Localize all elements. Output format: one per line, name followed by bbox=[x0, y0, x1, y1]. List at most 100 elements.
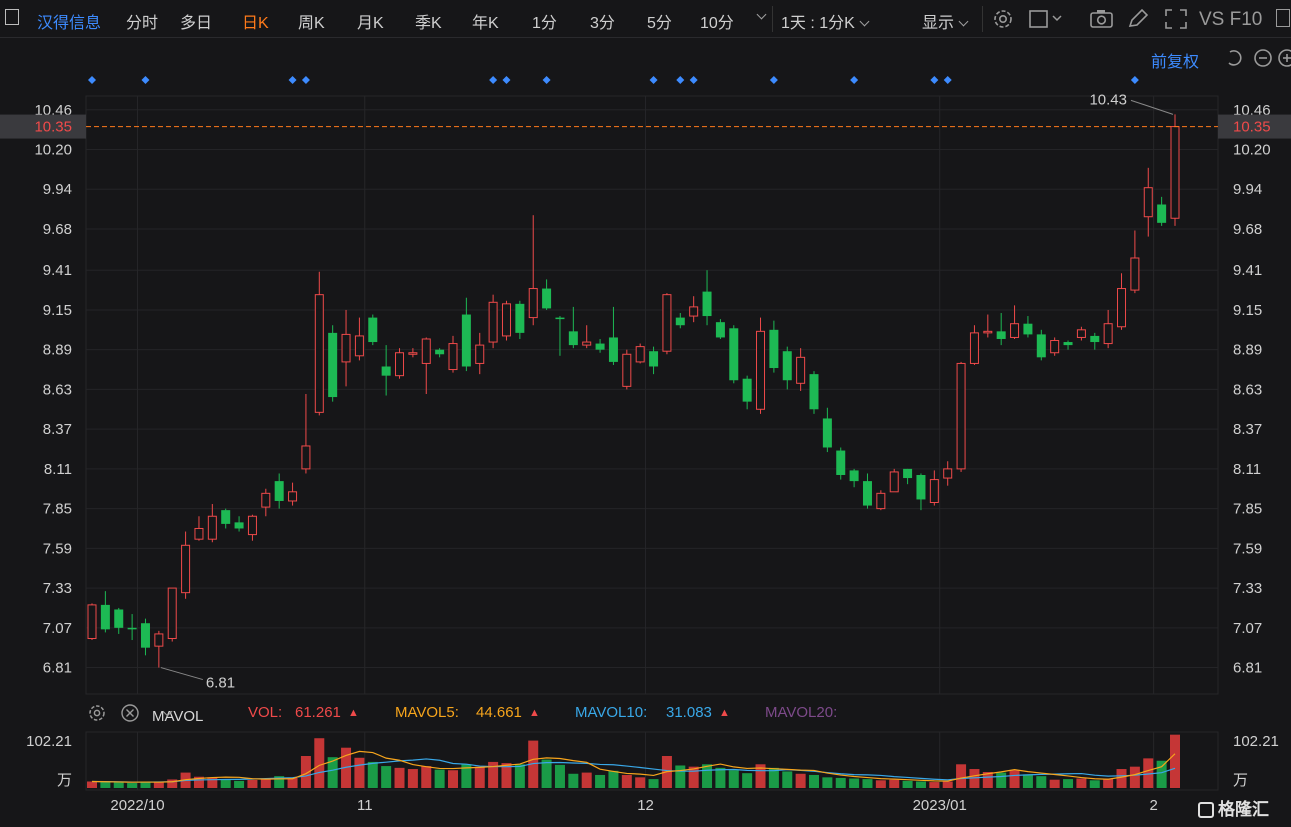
candle-body-down[interactable] bbox=[996, 331, 1006, 339]
event-marker-icon[interactable] bbox=[1130, 76, 1139, 84]
candle-body-up[interactable] bbox=[983, 330, 993, 334]
volume-bar-down[interactable] bbox=[541, 759, 552, 788]
volume-bar-up[interactable] bbox=[621, 774, 632, 788]
volume-bar-up[interactable] bbox=[635, 777, 646, 788]
candle-body-up[interactable] bbox=[1103, 323, 1113, 345]
candle-body-down[interactable] bbox=[649, 351, 659, 367]
volume-bar-up[interactable] bbox=[167, 779, 178, 788]
display-menu[interactable]: 显示 bbox=[922, 9, 969, 33]
event-marker-icon[interactable] bbox=[489, 76, 498, 84]
zoom-out-icon[interactable] bbox=[1254, 49, 1272, 67]
candle-body-up[interactable] bbox=[876, 492, 886, 510]
candle-body-down[interactable] bbox=[1157, 204, 1167, 223]
volume-bar-up[interactable] bbox=[942, 781, 953, 788]
volume-bar-up[interactable] bbox=[501, 763, 512, 788]
volume-bar-up[interactable] bbox=[1116, 769, 1127, 788]
volume-bar-down[interactable] bbox=[140, 781, 151, 788]
candle-body-down[interactable] bbox=[849, 470, 859, 482]
volume-bar-up[interactable] bbox=[889, 779, 900, 788]
volume-bar-down[interactable] bbox=[835, 777, 846, 788]
tab-weekly-k[interactable]: 周K bbox=[298, 15, 325, 32]
event-marker-icon[interactable] bbox=[649, 76, 658, 84]
volume-bar-up[interactable] bbox=[1103, 778, 1114, 788]
volume-bar-down[interactable] bbox=[1063, 779, 1074, 788]
candle-body-up[interactable] bbox=[1117, 288, 1127, 328]
candle-body-down[interactable] bbox=[274, 481, 284, 501]
candle-body-down[interactable] bbox=[916, 474, 926, 500]
candle-body-down[interactable] bbox=[1063, 342, 1073, 346]
candle-body-down[interactable] bbox=[1023, 323, 1033, 335]
candle-body-up[interactable] bbox=[1130, 257, 1140, 291]
candle-body-up[interactable] bbox=[488, 301, 498, 343]
candle-body-up[interactable] bbox=[1170, 126, 1180, 219]
tab-multi-day[interactable]: 多日 bbox=[180, 15, 213, 32]
candle-body-up[interactable] bbox=[207, 515, 217, 540]
candle-body-down[interactable] bbox=[100, 604, 110, 630]
volume-bar-down[interactable] bbox=[367, 761, 378, 788]
volume-bar-down[interactable] bbox=[381, 766, 392, 788]
candle-body-up[interactable] bbox=[261, 492, 271, 508]
candle-body-up[interactable] bbox=[689, 306, 699, 317]
candle-body-down[interactable] bbox=[862, 481, 872, 506]
volume-bar-up[interactable] bbox=[314, 738, 325, 788]
volume-bar-up[interactable] bbox=[929, 782, 940, 788]
sidebar-toggle-icon[interactable] bbox=[5, 9, 19, 25]
volume-bar-down[interactable] bbox=[702, 764, 713, 788]
tab-daily-k[interactable]: 日K bbox=[242, 15, 269, 32]
volume-bar-up[interactable] bbox=[488, 761, 499, 788]
candle-body-up[interactable] bbox=[635, 346, 645, 363]
candle-body-down[interactable] bbox=[595, 343, 605, 350]
candle-body-up[interactable] bbox=[796, 356, 806, 384]
candle-body-up[interactable] bbox=[528, 288, 538, 319]
candle-body-down[interactable] bbox=[809, 374, 819, 410]
volume-bar-down[interactable] bbox=[461, 764, 472, 788]
volume-bar-down[interactable] bbox=[595, 774, 606, 788]
volume-bar-down[interactable] bbox=[782, 771, 793, 788]
pencil-icon[interactable] bbox=[1125, 7, 1151, 31]
candle-body-up[interactable] bbox=[408, 352, 418, 355]
candle-body-down[interactable] bbox=[782, 351, 792, 381]
candle-body-down[interactable] bbox=[555, 317, 565, 320]
volume-bar-up[interactable] bbox=[1129, 766, 1140, 788]
candle-body-down[interactable] bbox=[542, 288, 552, 309]
candle-body-up[interactable] bbox=[314, 294, 324, 413]
volume-bar-down[interactable] bbox=[809, 774, 819, 788]
candle-body-down[interactable] bbox=[608, 337, 618, 362]
tab-monthly-k[interactable]: 月K bbox=[357, 15, 384, 32]
volume-bar-down[interactable] bbox=[1089, 780, 1100, 788]
volume-bar-up[interactable] bbox=[581, 772, 592, 788]
volume-bar-down[interactable] bbox=[327, 757, 338, 788]
tab-10min[interactable]: 10分 bbox=[700, 15, 734, 32]
candle-body-down[interactable] bbox=[435, 349, 445, 355]
candle-body-up[interactable] bbox=[475, 344, 485, 364]
reset-icon[interactable] bbox=[1228, 50, 1242, 66]
volume-bar-up[interactable] bbox=[421, 766, 432, 788]
volume-bar-up[interactable] bbox=[795, 773, 806, 788]
candle-body-down[interactable] bbox=[822, 418, 832, 448]
candle-body-up[interactable] bbox=[969, 332, 979, 364]
volume-bar-down[interactable] bbox=[742, 773, 753, 788]
volume-bar-up[interactable] bbox=[1076, 778, 1087, 788]
volume-bar-down[interactable] bbox=[220, 779, 231, 788]
volume-bar-down[interactable] bbox=[822, 777, 833, 788]
candle-body-up[interactable] bbox=[354, 335, 364, 357]
candle-body-up[interactable] bbox=[501, 303, 511, 337]
candle-body-down[interactable] bbox=[328, 332, 338, 398]
volume-bar-down[interactable] bbox=[915, 781, 926, 788]
tab-3min[interactable]: 3分 bbox=[590, 15, 615, 32]
candle-body-up[interactable] bbox=[181, 544, 191, 594]
volume-bar-up[interactable] bbox=[1009, 770, 1020, 788]
panel-edge-icon[interactable] bbox=[1276, 9, 1290, 27]
volume-bar-down[interactable] bbox=[862, 779, 873, 788]
event-marker-icon[interactable] bbox=[288, 76, 297, 84]
candle-body-down[interactable] bbox=[127, 627, 137, 630]
stock-name[interactable]: 汉得信息 bbox=[37, 15, 102, 32]
candle-body-down[interactable] bbox=[742, 378, 752, 402]
event-marker-icon[interactable] bbox=[850, 76, 859, 84]
vs-f10-button[interactable]: VS F10 bbox=[1199, 9, 1263, 30]
candle-body-up[interactable] bbox=[194, 527, 204, 540]
volume-bar-down[interactable] bbox=[1156, 760, 1167, 788]
volume-bar-up[interactable] bbox=[875, 780, 886, 788]
candle-body-down[interactable] bbox=[769, 329, 779, 369]
